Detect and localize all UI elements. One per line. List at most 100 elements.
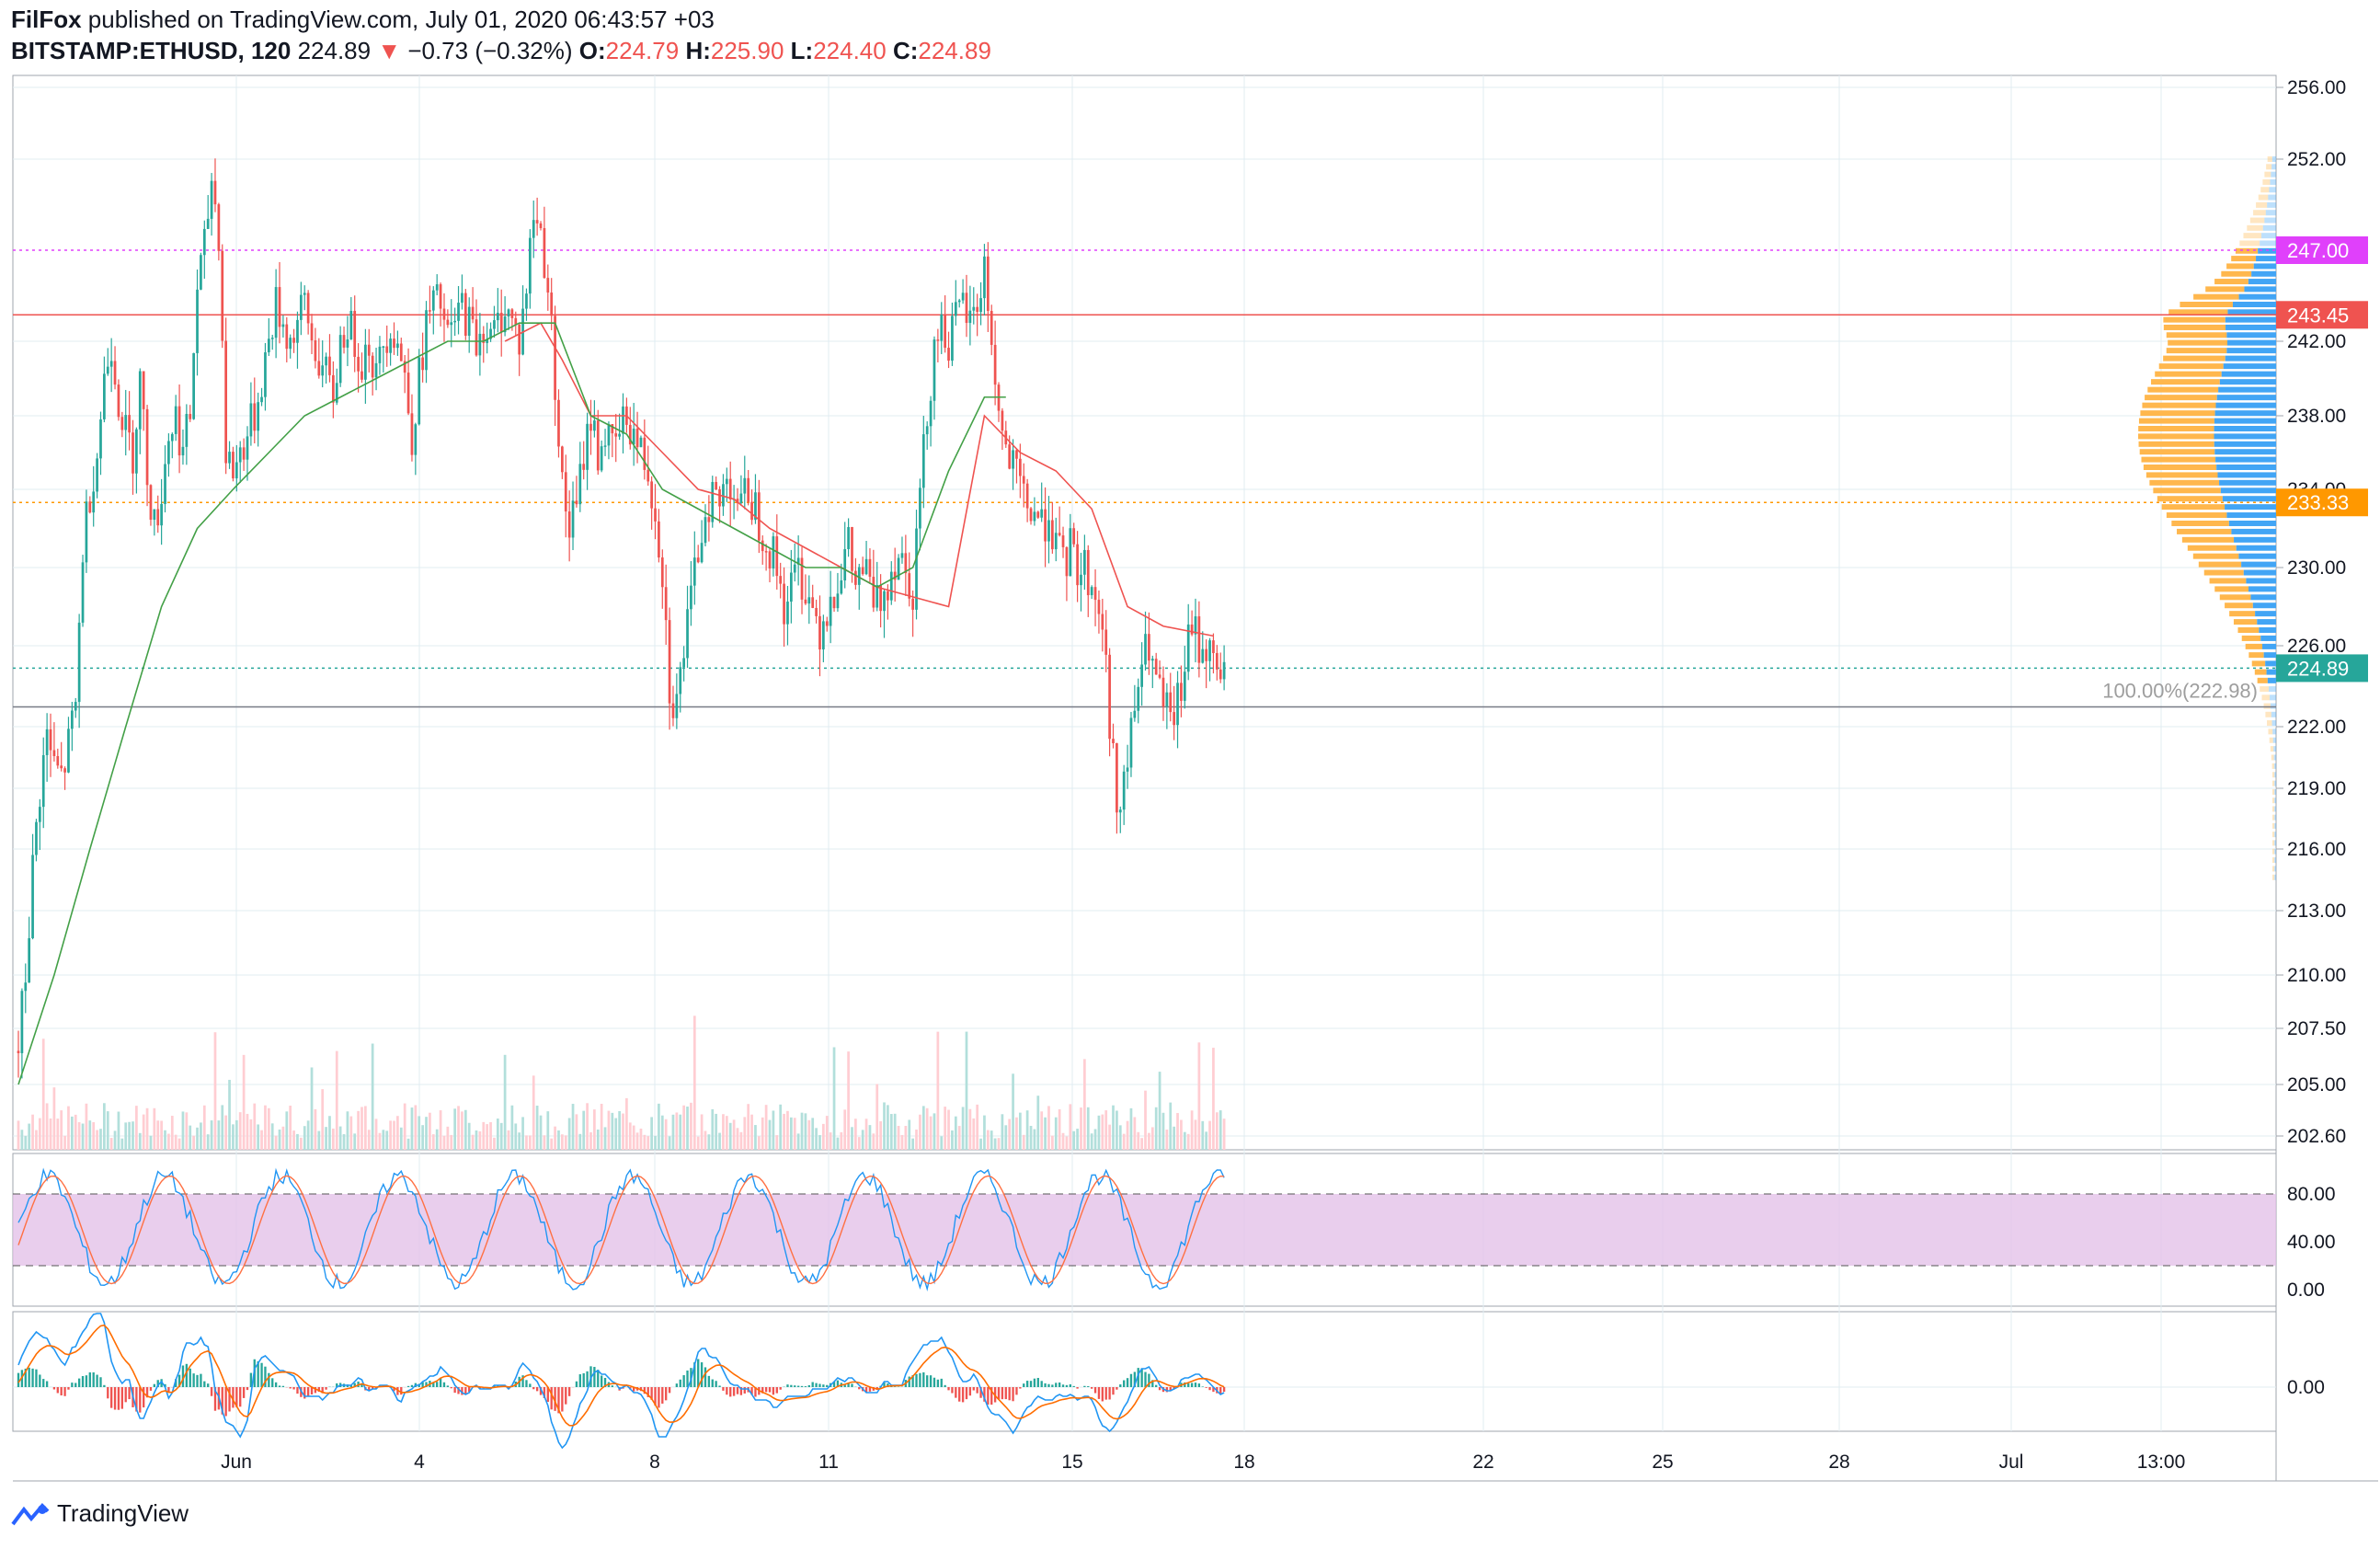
- candle-body: [518, 324, 521, 355]
- candle-body: [532, 220, 535, 238]
- macd-histogram-bar: [1065, 1384, 1069, 1387]
- volume-bar: [872, 1133, 875, 1150]
- candle-body: [1044, 509, 1047, 542]
- tradingview-icon: [11, 1502, 50, 1525]
- macd-histogram-bar: [947, 1387, 950, 1391]
- volume-bar: [99, 1129, 102, 1150]
- brand-name: TradingView: [57, 1499, 189, 1527]
- volume-bar: [1122, 1133, 1126, 1150]
- volume-profile-bar: [2221, 270, 2252, 277]
- candle-body: [635, 428, 639, 448]
- volume-profile-bar: [2261, 233, 2276, 239]
- volume-bar: [486, 1124, 489, 1150]
- candle-body: [475, 319, 478, 356]
- volume-bar: [317, 1130, 321, 1150]
- macd-histogram-bar: [933, 1377, 936, 1387]
- candle-body: [493, 320, 496, 329]
- volume-bar: [439, 1110, 442, 1150]
- volume-profile-bar: [2163, 355, 2226, 361]
- volume-bar: [711, 1108, 715, 1150]
- volume-profile-bar: [2140, 410, 2215, 417]
- candle-body: [482, 333, 486, 343]
- candle-body: [889, 571, 893, 601]
- candle-body: [196, 289, 199, 353]
- volume-bar: [747, 1104, 750, 1150]
- candle-body: [718, 488, 721, 507]
- candle-body: [238, 447, 242, 463]
- candle-body: [206, 218, 210, 229]
- candle-body: [618, 433, 621, 437]
- volume-bar: [264, 1105, 267, 1150]
- volume-profile-bar: [2271, 720, 2276, 727]
- volume-bar: [113, 1130, 117, 1150]
- candle-body: [325, 356, 327, 366]
- volume-profile-bar: [2214, 279, 2248, 285]
- candle-body: [56, 756, 60, 766]
- volume-bar: [754, 1125, 757, 1150]
- macd-histogram-bar: [410, 1384, 414, 1387]
- macd-histogram-bar: [729, 1387, 732, 1397]
- candle-body: [189, 414, 192, 419]
- volume-bar: [1080, 1107, 1082, 1150]
- last-price: 224.89: [297, 37, 372, 64]
- candle-body: [993, 344, 997, 385]
- volume-bar: [750, 1114, 753, 1150]
- macd-histogram-bar: [818, 1383, 821, 1387]
- macd-histogram-bar: [940, 1378, 943, 1387]
- volume-bar: [768, 1119, 772, 1150]
- candle-body: [328, 356, 331, 375]
- candle-body: [535, 220, 539, 224]
- volume-bar: [1194, 1119, 1197, 1150]
- candle-body: [1154, 659, 1158, 675]
- volume-bar: [482, 1121, 486, 1150]
- candle-body: [768, 551, 772, 569]
- volume-bar: [496, 1119, 499, 1150]
- macd-histogram-bar: [156, 1380, 159, 1387]
- candle-body: [528, 237, 532, 294]
- volume-profile-bar: [2266, 164, 2272, 170]
- macd-histogram-bar: [442, 1382, 446, 1387]
- volume-profile-bar: [2271, 754, 2274, 761]
- candle-body: [976, 306, 979, 313]
- volume-bar: [807, 1119, 811, 1150]
- candle-body: [160, 503, 163, 526]
- volume-bar: [1004, 1125, 1008, 1150]
- volume-bar: [292, 1130, 295, 1150]
- x-tick-label: Jun: [221, 1451, 252, 1473]
- macd-histogram-bar: [160, 1379, 163, 1387]
- volume-profile-bar: [2271, 164, 2276, 170]
- volume-profile-bar: [2231, 256, 2257, 262]
- volume-profile-bar: [2235, 247, 2259, 254]
- volume-bar: [1144, 1090, 1147, 1150]
- volume-bar: [664, 1119, 668, 1150]
- macd-histogram-bar: [675, 1383, 679, 1387]
- macd-histogram-bar: [425, 1382, 428, 1387]
- volume-bar: [887, 1105, 889, 1150]
- volume-profile-bar: [2267, 677, 2276, 683]
- volume-profile-bar: [2229, 611, 2256, 617]
- macd-histogram-bar: [1029, 1381, 1033, 1387]
- candle-body: [63, 768, 66, 773]
- candle-body: [1072, 528, 1076, 545]
- volume-bar: [525, 1135, 528, 1150]
- candle-body: [367, 344, 371, 356]
- volume-bar: [535, 1105, 539, 1150]
- volume-profile-bar: [2272, 772, 2275, 778]
- macd-histogram-bar: [961, 1387, 965, 1403]
- volume-profile-bar: [2225, 355, 2276, 361]
- volume-bar: [478, 1130, 482, 1150]
- macd-histogram-bar: [88, 1372, 91, 1387]
- candle-body: [933, 339, 936, 401]
- candle-body: [1158, 674, 1161, 678]
- macd-histogram-bar: [650, 1387, 653, 1400]
- candle-body: [682, 658, 686, 668]
- macd-histogram-bar: [633, 1387, 635, 1392]
- candle-body: [289, 338, 292, 350]
- macd-histogram-bar: [890, 1386, 893, 1387]
- volume-profile-bar: [2225, 316, 2276, 323]
- candle-body: [310, 323, 314, 341]
- volume-bar: [1158, 1072, 1161, 1150]
- volume-profile-bar: [2219, 379, 2276, 385]
- candle-body: [919, 488, 921, 529]
